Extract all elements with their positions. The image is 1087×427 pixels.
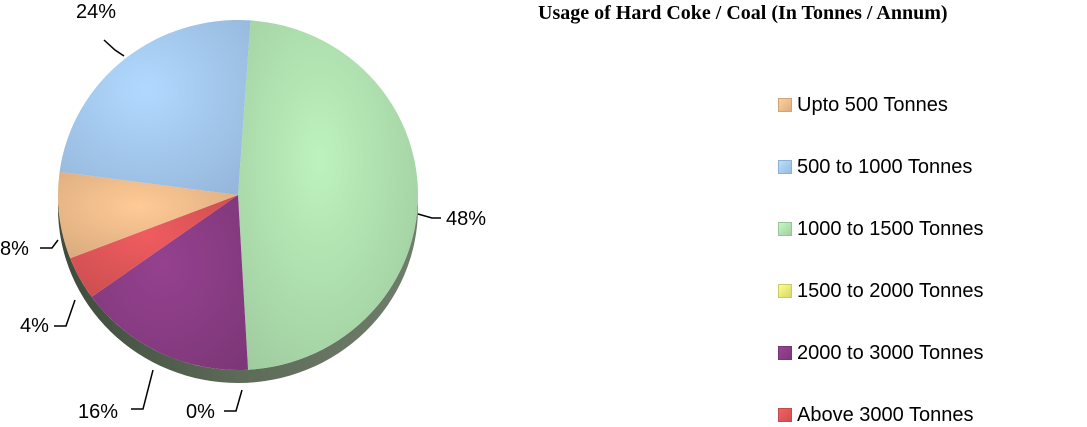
- data-label: 24%: [76, 1, 116, 23]
- data-label: 0%: [186, 401, 215, 421]
- legend-item: 1500 to 2000 Tonnes: [778, 279, 983, 303]
- pie-slice-6: [70, 195, 239, 297]
- legend-swatch: [778, 408, 792, 422]
- chart-title: Usage of Hard Coke / Coal (In Tonnes / A…: [538, 2, 948, 24]
- pie-slices: [57, 20, 418, 371]
- legend-label: 1000 to 1500 Tonnes: [797, 217, 984, 240]
- pie-slice-1: [57, 171, 238, 259]
- data-label: 48%: [446, 208, 486, 230]
- legend-label: 2000 to 3000 Tonnes: [797, 341, 984, 364]
- legend-item: 2000 to 3000 Tonnes: [778, 341, 983, 365]
- legend-item: Upto 500 Tonnes: [778, 93, 948, 117]
- legend-swatch: [778, 284, 792, 298]
- leader-line: [103, 39, 125, 57]
- leader-line: [54, 299, 76, 327]
- data-label: 8%: [0, 238, 29, 260]
- legend-swatch: [778, 160, 792, 174]
- legend-label: 1500 to 2000 Tonnes: [797, 279, 984, 302]
- pie-slice-2: [59, 20, 251, 196]
- legend-label: Upto 500 Tonnes: [797, 93, 948, 116]
- leader-line: [131, 369, 154, 410]
- data-label: 16%: [78, 401, 118, 421]
- legend-item: 500 to 1000 Tonnes: [778, 155, 972, 179]
- legend-swatch: [778, 346, 792, 360]
- legend-item: 1000 to 1500 Tonnes: [778, 217, 983, 241]
- legend-label: Above 3000 Tonnes: [797, 403, 974, 426]
- leader-line: [417, 213, 441, 219]
- legend-swatch: [778, 222, 792, 236]
- data-labels: 48% 0% 16% 4% 8% 24%: [0, 1, 486, 421]
- pie-slice-5: [91, 195, 249, 371]
- pie-slice-3: [238, 20, 418, 370]
- legend-label: 500 to 1000 Tonnes: [797, 155, 973, 178]
- data-label: 4%: [20, 315, 49, 337]
- legend-swatch: [778, 98, 792, 112]
- leader-line: [224, 389, 243, 412]
- legend-item: Above 3000 Tonnes: [778, 403, 973, 427]
- leader-line: [40, 239, 59, 249]
